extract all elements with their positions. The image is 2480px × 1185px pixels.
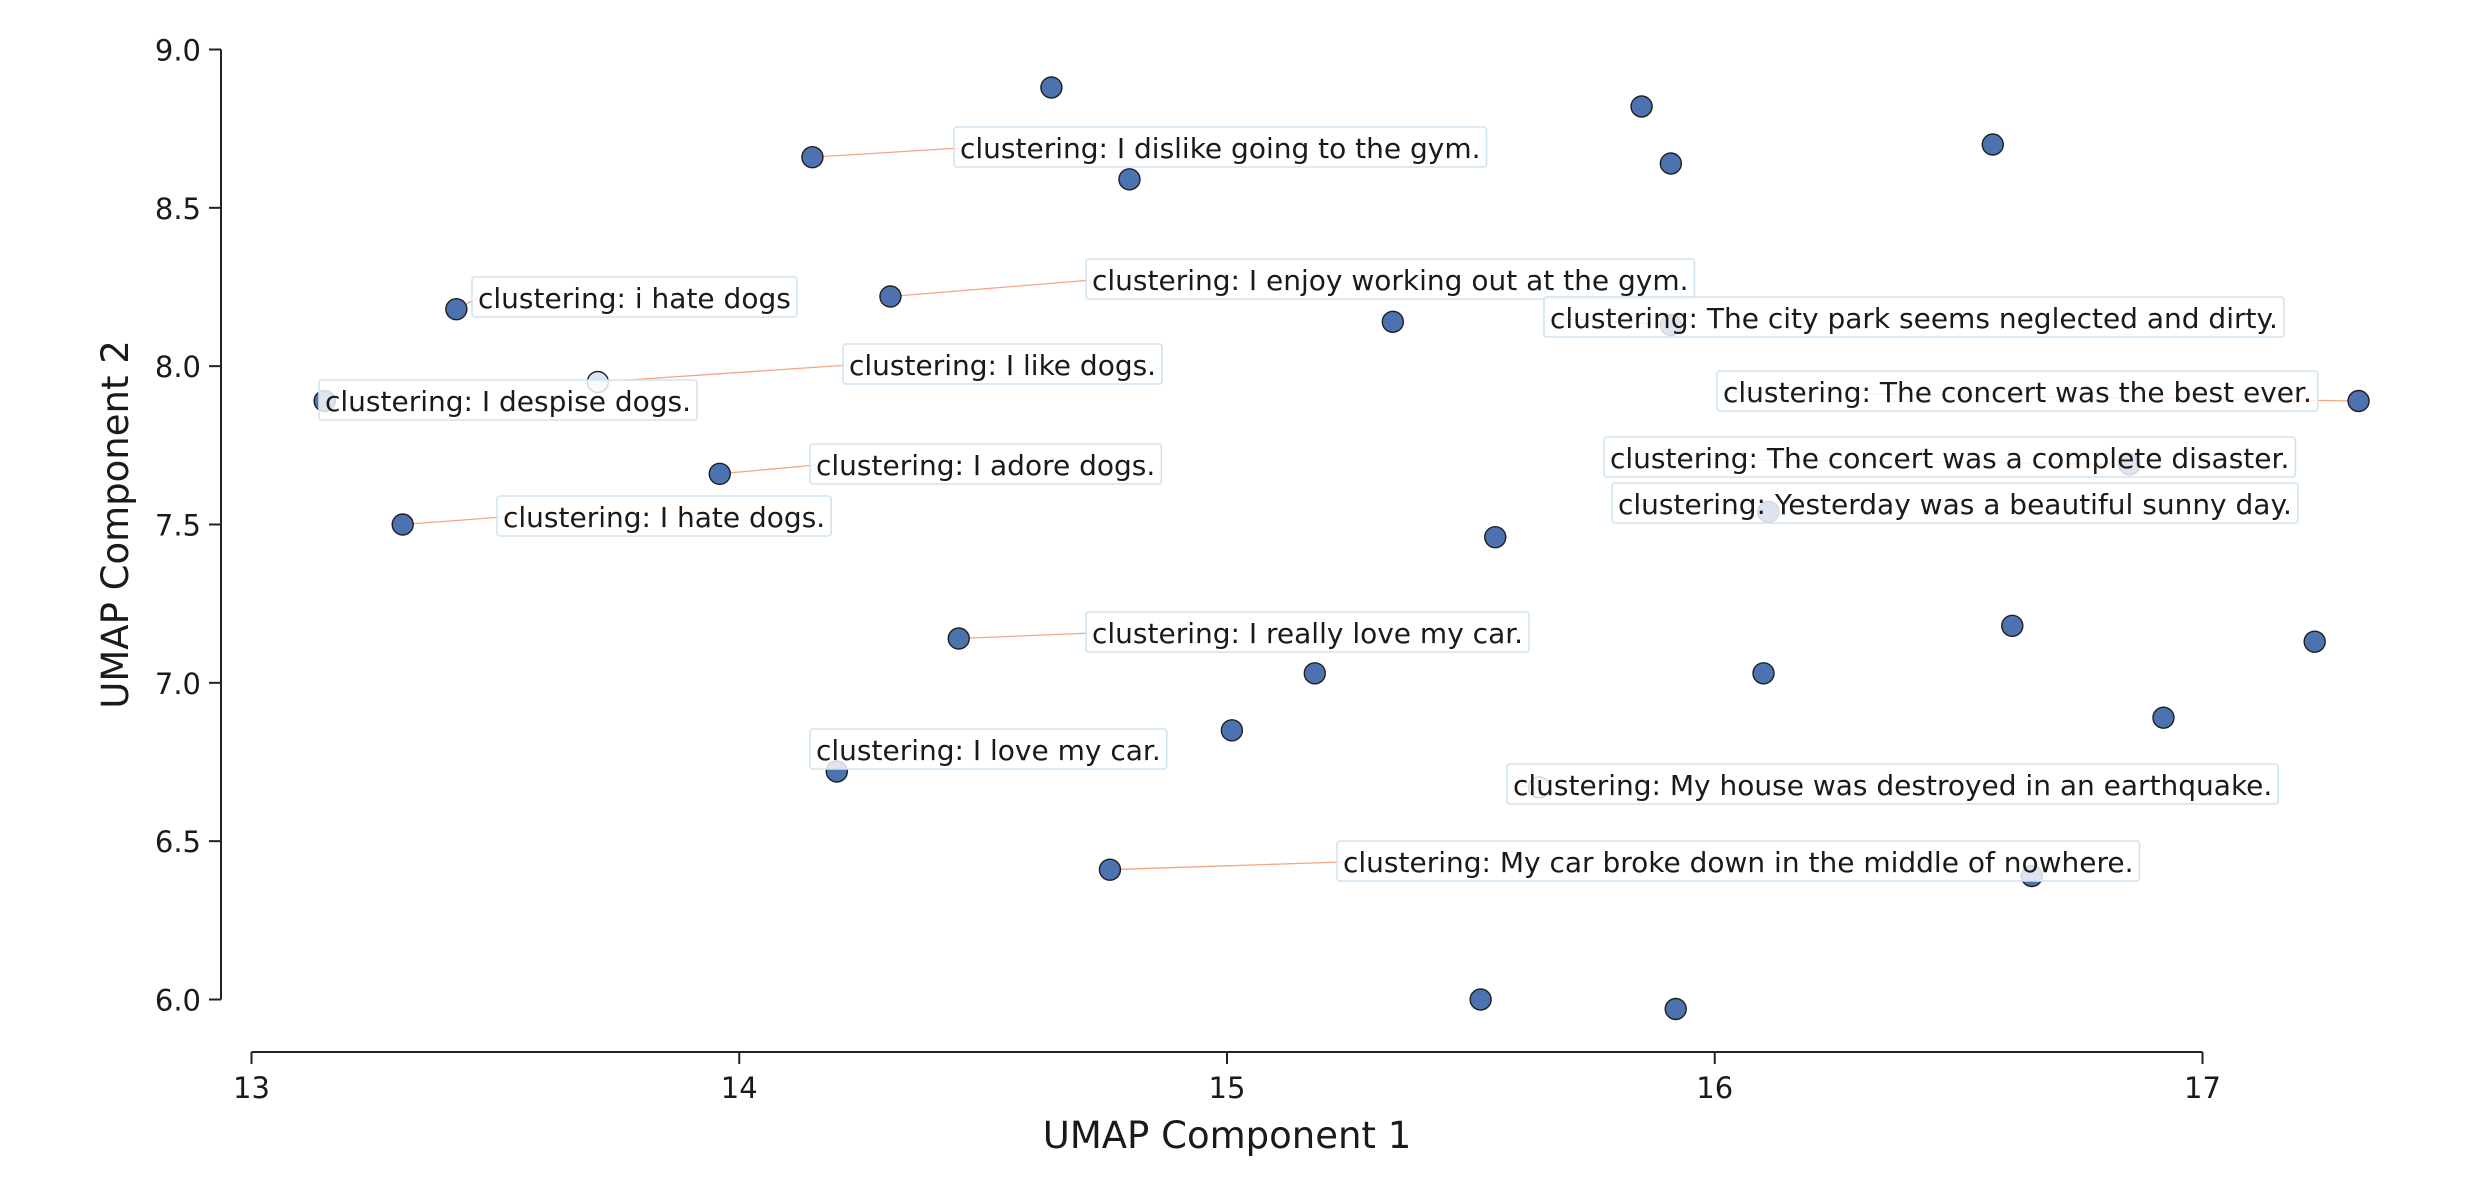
data-point <box>1221 720 1242 741</box>
data-point <box>1485 527 1506 548</box>
data-point <box>1665 999 1686 1020</box>
leader-line <box>720 465 816 474</box>
annotated-point <box>948 628 969 649</box>
annotated-point <box>2348 390 2369 411</box>
annotation: clustering: I hate dogs. <box>497 496 831 536</box>
annotation-text: clustering: I dislike going to the gym. <box>960 132 1481 165</box>
data-point <box>1982 134 2003 155</box>
y-tick-label: 9.0 <box>155 33 201 67</box>
annotation-text: clustering: My house was destroyed in an… <box>1513 769 2272 802</box>
leader-line <box>890 280 1092 296</box>
annotation: clustering: I enjoy working out at the g… <box>1086 259 1695 299</box>
annotation: clustering: My car broke down in the mid… <box>1337 841 2140 881</box>
leader-line <box>812 148 960 157</box>
y-tick-label: 7.5 <box>155 508 201 542</box>
annotation: clustering: The concert was a complete d… <box>1604 437 2295 477</box>
annotation-text: clustering: I hate dogs. <box>503 501 825 534</box>
annotation: clustering: I love my car. <box>810 729 1167 769</box>
annotation-text: clustering: The city park seems neglecte… <box>1550 302 2278 335</box>
x-tick-label: 15 <box>1209 1071 1246 1105</box>
data-point <box>1753 663 1774 684</box>
data-point <box>1470 989 1491 1010</box>
annotated-point <box>802 147 823 168</box>
data-point <box>2304 631 2325 652</box>
y-tick-label: 6.0 <box>155 984 201 1018</box>
annotated-point <box>880 286 901 307</box>
data-point <box>1631 96 1652 117</box>
data-point <box>2002 615 2023 636</box>
data-point <box>2153 707 2174 728</box>
x-axis-label: UMAP Component 1 <box>1043 1114 1412 1157</box>
annotation-text: clustering: I enjoy working out at the g… <box>1092 264 1689 297</box>
annotation: clustering: The city park seems neglecte… <box>1544 297 2284 337</box>
annotation: clustering: The concert was the best eve… <box>1717 371 2318 411</box>
y-axis-label: UMAP Component 2 <box>94 340 137 709</box>
annotation: clustering: I dislike going to the gym. <box>954 127 1487 167</box>
annotation-labels: clustering: I dislike going to the gym. c… <box>319 127 2318 881</box>
y-tick-label: 8.5 <box>155 192 201 226</box>
annotated-point <box>709 463 730 484</box>
annotation-text: clustering: i hate dogs <box>478 282 791 315</box>
annotation: clustering: I like dogs. <box>843 344 1162 384</box>
annotation-text: clustering: The concert was a complete d… <box>1610 442 2289 475</box>
annotation-text: clustering: Yesterday was a beautiful su… <box>1618 488 2292 521</box>
data-point <box>1041 77 1062 98</box>
x-tick-label: 13 <box>233 1071 270 1105</box>
annotation: clustering: I really love my car. <box>1086 612 1529 652</box>
data-point <box>1382 311 1403 332</box>
annotated-point <box>392 514 413 535</box>
annotation-text: clustering: I love my car. <box>816 734 1161 767</box>
data-point <box>1660 153 1681 174</box>
axes: 6.0 6.5 7.0 7.5 8.0 8.5 9.0 13 14 15 16 17 <box>155 33 2221 1105</box>
x-tick-label: 14 <box>721 1071 758 1105</box>
y-tick-label: 7.0 <box>155 667 201 701</box>
annotation: clustering: i hate dogs <box>472 277 797 317</box>
y-tick-label: 6.5 <box>155 825 201 859</box>
leader-line <box>1110 862 1343 870</box>
annotated-point <box>446 299 467 320</box>
annotation: clustering: My house was destroyed in an… <box>1507 764 2278 804</box>
annotation-text: clustering: I despise dogs. <box>325 385 691 418</box>
annotation-text: clustering: The concert was the best eve… <box>1723 376 2312 409</box>
leader-line <box>959 633 1092 638</box>
data-point <box>1119 169 1140 190</box>
y-tick-label: 8.0 <box>155 350 201 384</box>
annotation: clustering: I despise dogs. <box>319 380 697 420</box>
data-point <box>1304 663 1325 684</box>
x-tick-label: 17 <box>2184 1071 2221 1105</box>
annotation-text: clustering: My car broke down in the mid… <box>1343 846 2134 879</box>
leader-line <box>403 517 503 524</box>
annotation: clustering: Yesterday was a beautiful su… <box>1612 483 2298 523</box>
annotation-text: clustering: I adore dogs. <box>816 449 1155 482</box>
annotation-text: clustering: I like dogs. <box>849 349 1156 382</box>
annotation-text: clustering: I really love my car. <box>1092 617 1523 650</box>
annotation: clustering: I adore dogs. <box>810 444 1161 484</box>
annotated-point <box>1099 859 1120 880</box>
x-tick-label: 16 <box>1696 1071 1733 1105</box>
